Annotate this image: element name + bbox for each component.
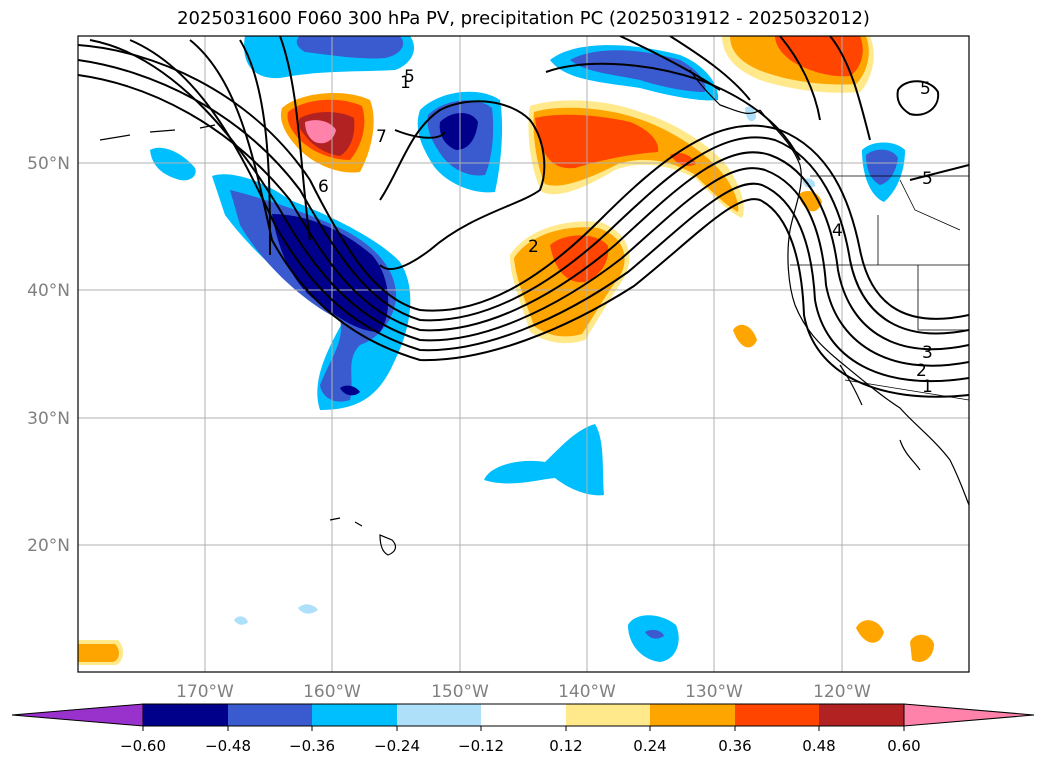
- colorbar: −0.60 −0.48 −0.36 −0.24 −0.12 0.12 0.24 …: [11, 703, 1035, 755]
- colorbar-tick-label: 0.12: [549, 737, 582, 755]
- gridlines: [78, 36, 969, 672]
- colorbar-frame: [142, 703, 905, 727]
- colorbar-bin: [228, 704, 312, 726]
- colorbar-tick-label: 0.60: [887, 737, 920, 755]
- colorbar-tick-label: 0.48: [802, 737, 835, 755]
- colorbar-bin: [650, 704, 735, 726]
- map-panel: 1 5 6 7 2 4 5 1 2 3 5: [78, 36, 969, 672]
- contour-label-3: 3: [922, 343, 933, 363]
- colorbar-bin: [735, 704, 819, 726]
- contour-label-6: 6: [318, 177, 329, 197]
- lat-label-20n: 20°N: [27, 536, 70, 556]
- contour-label-1: 1: [400, 73, 411, 93]
- colorbar-bin: [312, 704, 397, 726]
- colorbar-bin: [819, 704, 904, 726]
- colorbar-bin: [481, 704, 566, 726]
- colorbar-extend-low: [11, 703, 144, 727]
- lon-label-120w: 120°W: [813, 682, 871, 702]
- contour-label-5b: 5: [920, 79, 931, 99]
- positive-anomaly-shading: [78, 36, 934, 665]
- colorbar-tick-label: −0.12: [458, 737, 504, 755]
- contour-label-2b: 2: [916, 361, 927, 381]
- lon-label-140w: 140°W: [558, 682, 616, 702]
- pv-contours: [78, 36, 969, 398]
- contour-label-1b: 1: [922, 377, 933, 397]
- colorbar-tick-label: −0.48: [205, 737, 251, 755]
- map-title: 2025031600 F060 300 hPa PV, precipitatio…: [177, 8, 870, 29]
- colorbar-tick-label: 0.24: [633, 737, 666, 755]
- lon-label-150w: 150°W: [431, 682, 489, 702]
- colorbar-tick-label: 0.36: [718, 737, 751, 755]
- colorbar-tick-label: −0.36: [289, 737, 335, 755]
- colorbar-bin: [566, 704, 650, 726]
- contour-labels: 1 5 6 7 2 4 5 1 2 3 5: [318, 67, 933, 397]
- contour-label-4: 4: [832, 221, 843, 241]
- lat-label-50n: 50°N: [27, 154, 70, 174]
- contour-label-7: 7: [376, 127, 387, 147]
- lat-axis-labels: 50°N 40°N 30°N 20°N: [27, 154, 70, 556]
- contour-label-5c: 5: [922, 169, 933, 189]
- contour-label-2: 2: [528, 237, 539, 257]
- colorbar-bin: [143, 704, 228, 726]
- colorbar-bin: [397, 704, 481, 726]
- lon-label-170w: 170°W: [176, 682, 234, 702]
- colorbar-extend-high: [903, 703, 1035, 727]
- colorbar-tick-labels: −0.60 −0.48 −0.36 −0.24 −0.12 0.12 0.24 …: [120, 737, 921, 755]
- lon-axis-labels: 170°W 160°W 150°W 140°W 130°W 120°W: [176, 682, 871, 702]
- map-frame: [77, 35, 970, 673]
- colorbar-ticks: [142, 726, 905, 731]
- contour-label-5: 5: [404, 67, 415, 87]
- coastlines: [99, 69, 969, 556]
- lat-label-30n: 30°N: [27, 409, 70, 429]
- lon-label-130w: 130°W: [685, 682, 743, 702]
- lat-label-40n: 40°N: [27, 281, 70, 301]
- lon-label-160w: 160°W: [303, 682, 361, 702]
- colorbar-tick-label: −0.60: [120, 737, 166, 755]
- colorbar-tick-label: −0.24: [374, 737, 420, 755]
